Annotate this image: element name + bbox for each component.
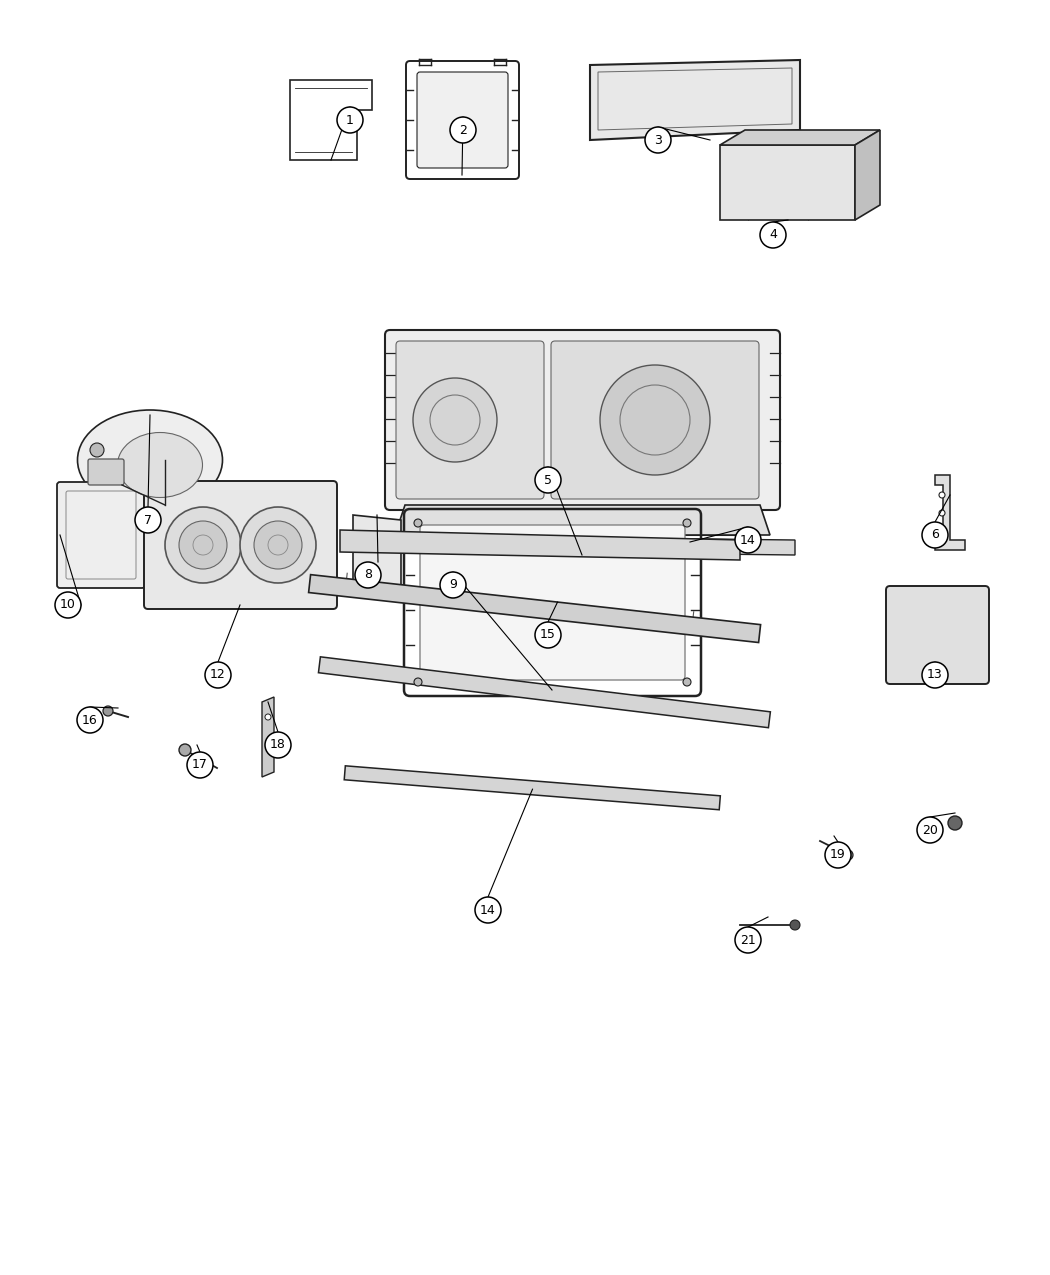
Ellipse shape bbox=[118, 432, 203, 497]
Polygon shape bbox=[353, 515, 401, 595]
Circle shape bbox=[254, 521, 302, 569]
Text: 19: 19 bbox=[831, 848, 846, 862]
Text: 14: 14 bbox=[740, 533, 756, 547]
Circle shape bbox=[682, 519, 691, 527]
Circle shape bbox=[187, 752, 213, 778]
Circle shape bbox=[355, 562, 381, 588]
Text: 9: 9 bbox=[449, 579, 457, 592]
Circle shape bbox=[939, 492, 945, 499]
Circle shape bbox=[645, 128, 671, 153]
Circle shape bbox=[55, 592, 81, 618]
Circle shape bbox=[90, 442, 104, 456]
Circle shape bbox=[682, 678, 691, 686]
Text: 17: 17 bbox=[192, 759, 208, 771]
Circle shape bbox=[600, 365, 710, 476]
Text: 2: 2 bbox=[459, 124, 467, 136]
Text: 14: 14 bbox=[480, 904, 496, 917]
Circle shape bbox=[536, 622, 561, 648]
Circle shape bbox=[948, 816, 962, 830]
Circle shape bbox=[337, 107, 363, 133]
Text: 15: 15 bbox=[540, 629, 555, 641]
Polygon shape bbox=[395, 505, 770, 536]
Polygon shape bbox=[340, 530, 740, 560]
Circle shape bbox=[475, 898, 501, 923]
Text: 16: 16 bbox=[82, 714, 98, 727]
Circle shape bbox=[77, 708, 103, 733]
FancyBboxPatch shape bbox=[886, 586, 989, 683]
FancyBboxPatch shape bbox=[396, 340, 544, 499]
Circle shape bbox=[760, 222, 786, 249]
FancyBboxPatch shape bbox=[551, 340, 759, 499]
Ellipse shape bbox=[78, 411, 223, 510]
FancyBboxPatch shape bbox=[57, 482, 145, 588]
Circle shape bbox=[414, 678, 422, 686]
Circle shape bbox=[939, 510, 945, 516]
Circle shape bbox=[450, 117, 476, 143]
Circle shape bbox=[103, 706, 113, 717]
Polygon shape bbox=[590, 60, 800, 140]
Circle shape bbox=[922, 662, 948, 688]
Circle shape bbox=[735, 527, 761, 553]
Polygon shape bbox=[309, 575, 760, 643]
Circle shape bbox=[413, 377, 497, 462]
Polygon shape bbox=[318, 657, 771, 728]
Text: 5: 5 bbox=[544, 473, 552, 487]
Circle shape bbox=[135, 507, 161, 533]
Circle shape bbox=[825, 842, 851, 868]
Text: 1: 1 bbox=[346, 113, 354, 126]
Text: 12: 12 bbox=[210, 668, 226, 682]
Circle shape bbox=[440, 572, 466, 598]
Text: 8: 8 bbox=[364, 569, 372, 581]
Circle shape bbox=[735, 927, 761, 952]
Text: 20: 20 bbox=[922, 824, 938, 836]
Text: 13: 13 bbox=[927, 668, 943, 682]
Circle shape bbox=[414, 519, 422, 527]
Circle shape bbox=[917, 817, 943, 843]
Polygon shape bbox=[344, 766, 720, 810]
Polygon shape bbox=[720, 130, 880, 145]
Circle shape bbox=[922, 521, 948, 548]
Circle shape bbox=[265, 714, 271, 720]
Circle shape bbox=[205, 662, 231, 688]
Text: 10: 10 bbox=[60, 598, 76, 612]
FancyBboxPatch shape bbox=[417, 71, 508, 168]
FancyBboxPatch shape bbox=[88, 459, 124, 484]
Polygon shape bbox=[934, 476, 965, 550]
Polygon shape bbox=[262, 697, 274, 776]
Text: 21: 21 bbox=[740, 933, 756, 946]
FancyBboxPatch shape bbox=[420, 525, 685, 680]
Circle shape bbox=[178, 521, 227, 569]
Circle shape bbox=[165, 507, 242, 583]
Circle shape bbox=[843, 850, 853, 861]
Circle shape bbox=[939, 528, 945, 534]
Circle shape bbox=[790, 921, 800, 929]
FancyBboxPatch shape bbox=[144, 481, 337, 609]
Polygon shape bbox=[720, 145, 855, 221]
Text: 4: 4 bbox=[769, 228, 777, 241]
Text: 7: 7 bbox=[144, 514, 152, 527]
Polygon shape bbox=[855, 130, 880, 221]
Text: 6: 6 bbox=[931, 529, 939, 542]
Circle shape bbox=[240, 507, 316, 583]
Text: 18: 18 bbox=[270, 738, 286, 751]
FancyBboxPatch shape bbox=[385, 330, 780, 510]
Circle shape bbox=[178, 745, 191, 756]
Circle shape bbox=[536, 467, 561, 493]
Text: 3: 3 bbox=[654, 134, 662, 147]
Polygon shape bbox=[370, 536, 795, 555]
Circle shape bbox=[265, 732, 291, 759]
